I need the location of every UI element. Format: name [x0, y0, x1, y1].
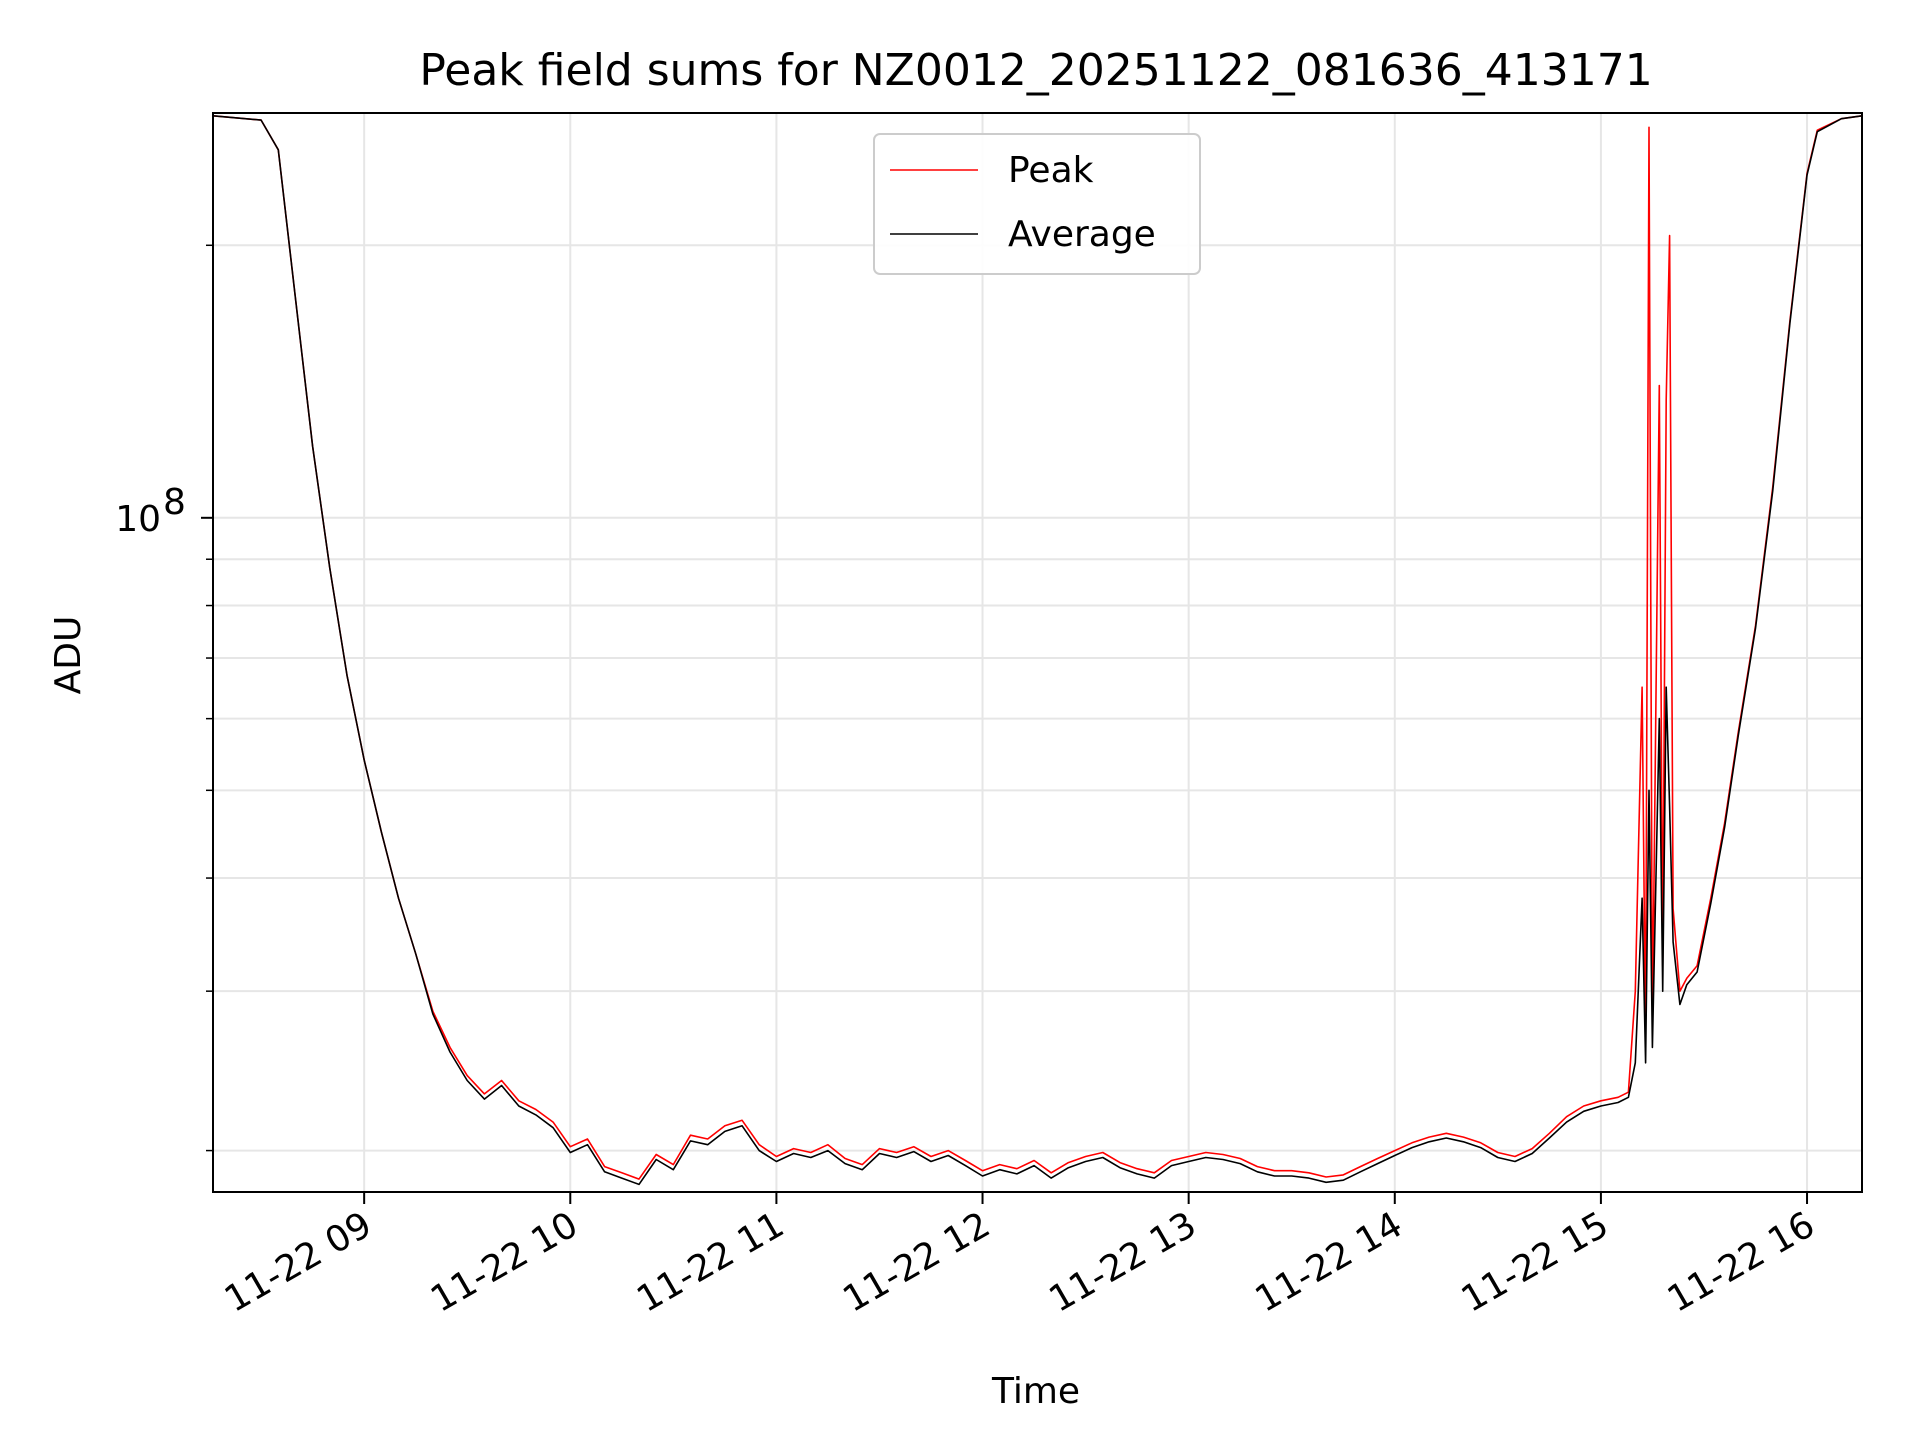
- chart-title: Peak field sums for NZ0012_20251122_0816…: [419, 45, 1652, 96]
- legend-label-average: Average: [1008, 214, 1156, 255]
- series-group: [212, 115, 1863, 1186]
- y-tick-label: 10: [115, 499, 161, 540]
- series-line-peak: [212, 115, 1863, 1180]
- y-tick-label-exponent: 8: [163, 482, 186, 523]
- series-line-average: [212, 115, 1863, 1186]
- y-axis-label: ADU: [48, 616, 89, 695]
- plot-frame: [212, 112, 1863, 1193]
- grid: [213, 113, 1862, 1192]
- legend-frame: [873, 133, 1201, 275]
- legend-label-peak: Peak: [1008, 150, 1094, 191]
- x-axis-label: Time: [991, 1371, 1080, 1412]
- legend: Peak Average: [873, 133, 1201, 275]
